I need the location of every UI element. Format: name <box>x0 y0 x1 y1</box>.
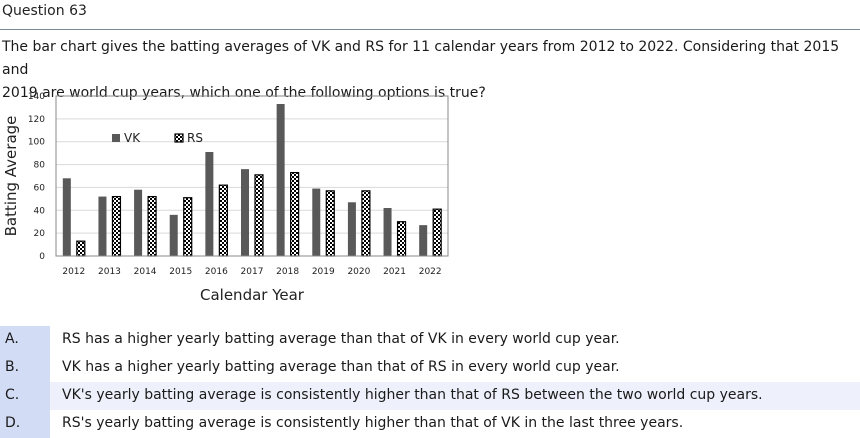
option-b-label-box: B. <box>0 354 50 382</box>
x-tick-label: 2012 <box>62 267 85 277</box>
y-tick-label: 120 <box>28 115 45 125</box>
grid-lines <box>56 118 448 234</box>
y-tick-label: 100 <box>28 138 45 148</box>
bar-rs <box>290 171 300 257</box>
question-header: Question 63 <box>0 0 860 30</box>
bar-rs <box>218 184 228 257</box>
x-tick-label: 2020 <box>347 267 370 277</box>
x-tick-label: 2022 <box>419 267 442 277</box>
option-d-label-box: D. <box>0 410 50 438</box>
question-text: The bar chart gives the batting averages… <box>2 36 860 105</box>
y-tick-label: 60 <box>34 183 46 193</box>
legend: VK RS <box>112 131 203 145</box>
bar-rs <box>111 195 122 257</box>
x-tick-labels: 2012 2013 2014 2015 2016 2017 2018 2019 2020 2021… <box>62 267 441 277</box>
option-c-text: VK's yearly batting average is consisten… <box>62 387 763 403</box>
bar-rs <box>396 221 407 257</box>
question-title: Question 63 <box>2 3 87 19</box>
question-line-2: 2019 are world cup years, which one of t… <box>2 85 486 101</box>
option-d-text: RS's yearly batting average is consisten… <box>62 415 684 431</box>
question-line-1: The bar chart gives the batting averages… <box>2 39 840 78</box>
bar-rs <box>76 240 86 257</box>
bar-vk <box>169 214 178 256</box>
bar-vk <box>134 189 143 256</box>
bar-vk <box>62 178 71 256</box>
y-tick-label: 140 <box>28 92 45 102</box>
option-b-text: VK has a higher yearly batting average t… <box>62 359 620 375</box>
x-tick-label: 2017 <box>241 267 264 277</box>
bar-rs <box>432 208 442 257</box>
plot-frame <box>55 95 449 257</box>
x-tick-label: 2019 <box>312 267 335 277</box>
bar-vk <box>312 188 321 256</box>
option-c[interactable]: C. VK's yearly batting average is consis… <box>0 382 860 410</box>
y-tick-label: 20 <box>34 229 46 239</box>
legend-swatch-vk <box>112 134 120 142</box>
bar-vk <box>205 152 214 256</box>
y-axis-label: Batting Average <box>2 116 20 237</box>
legend-label-vk: VK <box>124 131 141 145</box>
option-d-label: D. <box>5 415 21 431</box>
option-c-label: C. <box>5 387 20 403</box>
option-b-label: B. <box>5 359 20 375</box>
x-axis-label: Calendar Year <box>200 286 305 304</box>
x-tick-label: 2015 <box>169 267 192 277</box>
y-tick-label: 0 <box>39 252 45 262</box>
legend-swatch-rs <box>174 133 184 143</box>
option-b[interactable]: B. VK has a higher yearly batting averag… <box>0 354 860 382</box>
option-a-label: A. <box>5 331 19 347</box>
bar-rs <box>361 190 371 257</box>
legend-label-rs: RS <box>187 131 203 145</box>
bar-vk <box>383 208 392 256</box>
bar-vk <box>98 196 107 256</box>
bar-vk <box>419 225 428 256</box>
option-c-label-box: C. <box>0 382 50 410</box>
x-tick-label: 2013 <box>98 267 121 277</box>
option-a[interactable]: A. RS has a higher yearly batting averag… <box>0 326 860 354</box>
bar-rs <box>325 190 335 257</box>
bar-vk <box>241 169 249 256</box>
x-tick-label: 2014 <box>134 267 157 277</box>
bar-vk <box>347 202 356 256</box>
y-tick-labels: 0 20 40 60 80 100 120 140 <box>28 92 45 262</box>
bar-rs <box>147 195 157 257</box>
option-d[interactable]: D. RS's yearly batting average is consis… <box>0 410 860 438</box>
option-a-text: RS has a higher yearly batting average t… <box>62 331 620 347</box>
option-a-label-box: A. <box>0 326 50 354</box>
x-tick-label: 2018 <box>276 267 299 277</box>
bar-rs <box>254 174 264 257</box>
x-tick-label: 2021 <box>383 267 406 277</box>
y-tick-label: 40 <box>34 206 46 216</box>
bar-vk <box>276 104 285 256</box>
x-tick-label: 2016 <box>205 267 228 277</box>
y-tick-label: 80 <box>34 161 46 171</box>
bar-rs <box>183 197 193 257</box>
